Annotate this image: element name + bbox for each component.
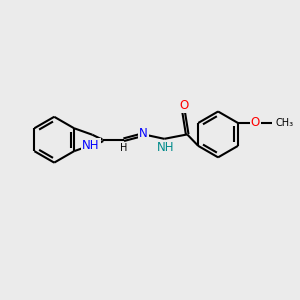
Text: N: N [139, 127, 148, 140]
Text: O: O [251, 116, 260, 130]
Text: CH₃: CH₃ [275, 118, 293, 128]
Text: O: O [179, 99, 188, 112]
Text: H: H [120, 143, 127, 153]
Text: NH: NH [157, 141, 174, 154]
Text: NH: NH [82, 139, 100, 152]
